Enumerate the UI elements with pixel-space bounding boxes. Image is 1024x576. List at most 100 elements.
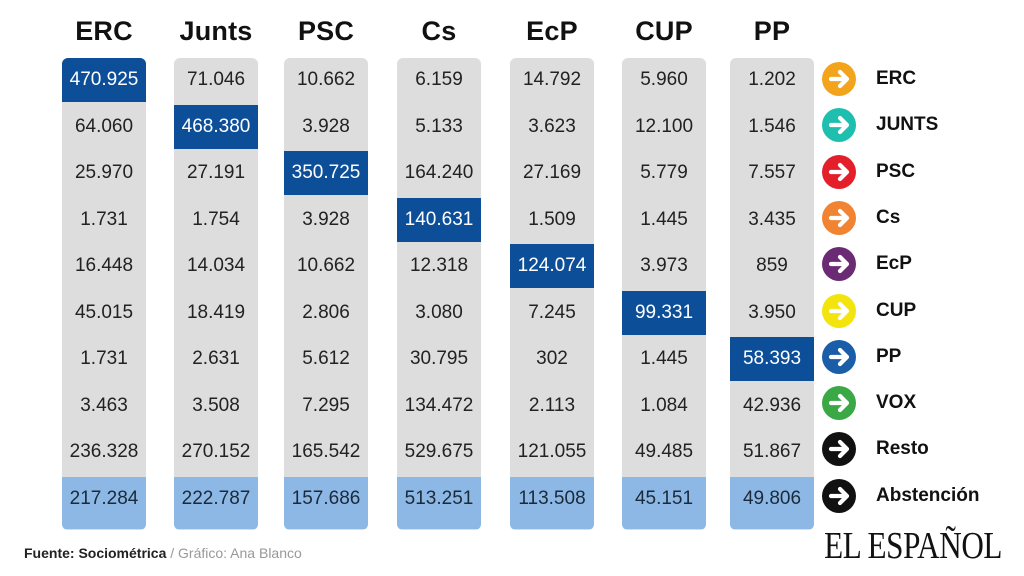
table-cell: 18.419 [186,301,246,323]
legend-item: Abstención [822,478,980,513]
highlight-cell: 99.331 [622,290,706,335]
table-cell: 7.295 [302,394,350,416]
column-background: 5.960 12.100 5.779 1.445 3.973 99.331 1.445 1.0… [622,58,706,530]
legend-label: VOX [876,392,917,414]
column-header: Junts [179,16,253,46]
table-cell: 270.152 [181,441,251,462]
table-cell: 2.113 [528,394,576,416]
legend-label: PSC [876,160,916,182]
table-cell: 1.202 [748,69,796,90]
table-cell: 5.133 [415,115,463,137]
highlight-cell: 350.725 [284,151,368,195]
source-footer: Fuente: Sociométrica / Gráfico: Ana Blan… [24,545,302,561]
table-cell: 3.973 [640,255,688,276]
table-cell: 30.795 [409,348,469,369]
arrow-circle-icon [822,339,856,374]
legend-item: JUNTS [822,108,938,143]
arrow-circle-icon [822,432,856,467]
table-cell: 236.328 [69,441,139,462]
table-cell: 1.754 [192,208,240,230]
separator: / [166,545,179,561]
table-cell: 164.240 [404,162,474,183]
arrow-circle-icon [822,478,856,513]
arrow-circle-icon [822,247,856,282]
arrow-circle-icon [822,293,856,328]
legend-item: PSC [822,154,916,189]
legend-item: Cs [822,200,901,235]
arrow-circle-icon [822,62,856,96]
table-cell: 5.779 [640,162,688,183]
arrow-circle-icon [822,200,856,235]
table-cell: 3.950 [748,301,796,323]
highlight-cell: 140.631 [397,197,481,242]
legend-label: Resto [876,438,929,460]
table-cell: 1.445 [640,348,688,369]
table-cell: 529.675 [404,441,474,462]
table-cell: 7.557 [748,162,796,183]
table-cell: 71.046 [186,69,246,90]
table-cell: 513.251 [397,476,481,529]
table-cell: 42.936 [742,394,802,416]
table-cell: 12.318 [409,255,469,276]
table-cell: 5.960 [640,69,688,90]
table-cell: 1.084 [640,394,688,416]
table-cell: 14.034 [186,255,246,276]
column-header: PSC [297,16,355,46]
table-cell: 45.151 [622,476,706,529]
legend-label: EcP [876,253,912,275]
column-header: Cs [421,16,457,46]
chart-credit: Gráfico: Ana Blanco [178,545,302,561]
table-cell: 3.623 [528,115,576,137]
legend-label: Cs [876,206,901,228]
table-cell: 302 [536,348,568,369]
legend-label: Abstención [876,484,980,506]
table-cell: 1.731 [80,208,128,230]
legend-item: CUP [822,293,917,328]
table-cell: 157.686 [284,476,368,529]
table-cell: 165.542 [291,441,361,462]
legend-label: CUP [876,299,917,321]
table-cell: 14.792 [522,69,582,90]
table-cell: 10.662 [296,69,356,90]
table-cell: 134.472 [404,394,474,416]
table-cell: 51.867 [742,441,802,462]
table-cell: 3.928 [302,115,350,137]
arrow-circle-icon [822,108,856,143]
column-background: 71.046 468.380 27.191 1.754 14.034 18.419 2.63… [174,58,258,530]
legend-item: VOX [822,386,917,421]
table-cell: 859 [756,255,788,276]
table-cell: 5.612 [302,348,350,369]
highlight-cell: 58.393 [730,337,814,381]
table-cell: 3.435 [748,208,796,230]
table-cell: 25.970 [74,162,134,183]
table-cell: 2.631 [192,348,240,369]
column-background: 10.662 3.928 350.725 3.928 10.662 2.806 5.612 7… [284,58,368,530]
table-cell: 6.159 [415,69,463,90]
table-cell: 64.060 [74,115,134,137]
highlight-cell: 124.074 [510,244,594,288]
table-cell: 16.448 [74,255,134,276]
table-cell: 3.080 [415,301,463,323]
transfer-table: ERC 470.925 64.060 25.970 1.731 16.448 45.015 1… [62,16,814,530]
table-cell: 27.191 [186,162,246,183]
table-cell: 3.463 [80,394,128,416]
column-background: 470.925 64.060 25.970 1.731 16.448 45.015 1.73… [62,58,146,530]
column-header: EcP [526,16,578,46]
legend-item: PP [822,339,902,374]
highlight-cell: 470.925 [62,58,146,102]
legend-label: PP [876,345,902,367]
table-cell: 7.245 [528,301,576,323]
arrow-circle-icon [822,154,856,189]
table-cell: 12.100 [634,115,694,137]
table-cell: 121.055 [517,441,587,462]
el-espanol-logo: EL ESPAÑOL [824,525,1002,567]
table-cell: 113.508 [510,476,594,529]
table-cell: 222.787 [174,476,258,529]
table-cell: 49.485 [634,441,694,462]
column-header: CUP [635,16,693,46]
arrow-circle-icon [822,386,856,421]
table-cell: 27.169 [522,162,582,183]
table-cell: 3.508 [192,394,240,416]
table-cell: 2.806 [302,301,350,323]
table-cell: 1.509 [528,208,576,230]
